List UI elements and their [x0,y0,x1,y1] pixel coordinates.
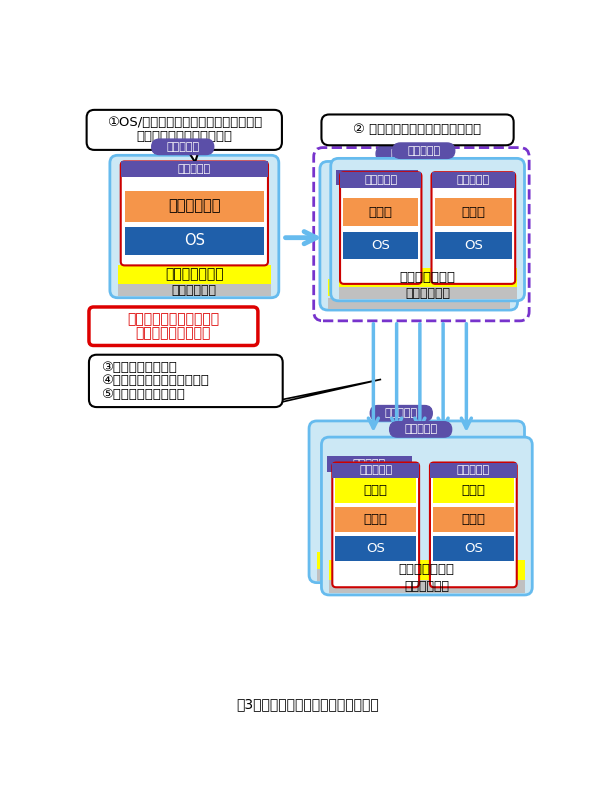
Text: ② マスタを各仮想サーバへコピー: ② マスタを各仮想サーバへコピー [353,123,482,136]
Text: 仮想サーバ: 仮想サーバ [178,164,211,174]
Text: ミドル: ミドル [364,513,388,526]
Bar [118,266,271,284]
Text: 仮想サーバ: 仮想サーバ [360,173,394,182]
Bar [339,206,415,231]
FancyBboxPatch shape [340,172,421,284]
Bar [327,456,412,472]
FancyBboxPatch shape [331,158,524,301]
FancyBboxPatch shape [322,437,532,595]
Bar [332,462,419,478]
Text: ハイパーバイザ: ハイパーバイザ [400,271,455,284]
Text: ①OS/ミドルウェアをインストールし、: ①OS/ミドルウェアをインストールし、 [107,116,262,129]
Bar [343,231,418,259]
FancyBboxPatch shape [327,456,412,581]
FancyBboxPatch shape [89,307,258,346]
Text: ハードウェア: ハードウェア [404,580,449,593]
Bar [330,507,409,530]
Bar [434,231,512,259]
Text: 物理サーバ: 物理サーバ [166,142,199,152]
FancyBboxPatch shape [370,406,432,421]
Text: ハイパーバイザ: ハイパーバイザ [399,563,455,576]
Text: 仮想サーバ: 仮想サーバ [359,466,392,475]
Text: ⑤ロードバランサ設定: ⑤ロードバランサ設定 [101,388,184,402]
FancyBboxPatch shape [309,421,524,582]
Bar [335,478,416,502]
Bar [330,479,409,502]
FancyBboxPatch shape [393,143,455,158]
Bar [125,190,264,222]
Text: OS: OS [371,239,390,252]
Text: ハイパーバイザ: ハイパーバイザ [165,268,224,282]
Text: ④アプリケーションデプロイ: ④アプリケーションデプロイ [101,374,208,387]
Bar [329,559,524,579]
FancyBboxPatch shape [336,170,418,287]
Bar [339,236,415,262]
Bar [336,170,418,186]
Text: 仮想サーバのマスタを構築: 仮想サーバのマスタを構築 [136,130,232,142]
Text: ミドル: ミドル [369,206,393,218]
Text: 仮想サーバ: 仮想サーバ [364,175,397,185]
Bar [335,507,416,532]
FancyBboxPatch shape [389,422,452,437]
Text: ③各仮想サーバ設定: ③各仮想サーバ設定 [101,361,176,374]
Bar [433,507,514,532]
Text: OS: OS [464,542,483,555]
FancyBboxPatch shape [322,114,514,146]
Text: 物理サーバ: 物理サーバ [407,146,440,156]
Bar [433,537,514,561]
Text: アプリ: アプリ [461,484,485,497]
Bar [118,284,271,296]
FancyBboxPatch shape [110,155,279,298]
FancyBboxPatch shape [332,462,419,587]
Text: OS: OS [366,542,385,555]
Bar [433,478,514,502]
Text: 仮想サーバごとに手動で: 仮想サーバごとに手動で [127,312,220,326]
FancyBboxPatch shape [376,146,438,162]
Bar [430,462,517,478]
Text: ミドル: ミドル [461,206,485,218]
Bar [328,279,510,296]
Bar [329,579,524,594]
Bar [338,269,517,287]
Text: 仮想サーバ: 仮想サーバ [353,459,386,469]
Text: 図3　一般的な仮想サーバの構築手順: 図3 一般的な仮想サーバの構築手順 [236,698,379,711]
Bar [340,172,421,188]
Bar [431,172,515,188]
Bar [335,537,416,561]
Text: 物理サーバ: 物理サーバ [385,408,418,418]
Polygon shape [187,150,199,162]
Text: ミドル: ミドル [461,513,485,526]
Polygon shape [408,146,422,158]
Text: ハードウェア: ハードウェア [172,283,217,297]
Text: 繰り返し設定・構築: 繰り返し設定・構築 [136,326,211,340]
Bar [434,198,512,226]
Bar [338,287,517,299]
FancyBboxPatch shape [431,172,515,284]
Bar [343,198,418,226]
FancyBboxPatch shape [430,462,517,587]
Bar [125,227,264,254]
Text: 物理サーバ: 物理サーバ [404,425,437,434]
FancyBboxPatch shape [152,139,214,154]
FancyBboxPatch shape [89,354,283,407]
Text: 仮想サーバ: 仮想サーバ [457,175,490,185]
Bar [330,535,409,558]
Text: ハードウェア: ハードウェア [405,286,450,300]
Text: 物理サーバ: 物理サーバ [391,149,424,158]
Text: 仮想サーバ: 仮想サーバ [457,466,490,475]
FancyBboxPatch shape [320,162,518,310]
Text: OS: OS [184,234,205,248]
Bar [328,298,510,309]
Bar [317,552,517,569]
FancyBboxPatch shape [121,162,268,266]
Bar [317,569,517,581]
Text: ミドルウェア: ミドルウェア [168,198,221,214]
Text: OS: OS [464,239,483,252]
Bar [121,162,268,177]
FancyBboxPatch shape [86,110,282,150]
Text: アプリ: アプリ [364,484,388,497]
Polygon shape [245,379,381,407]
